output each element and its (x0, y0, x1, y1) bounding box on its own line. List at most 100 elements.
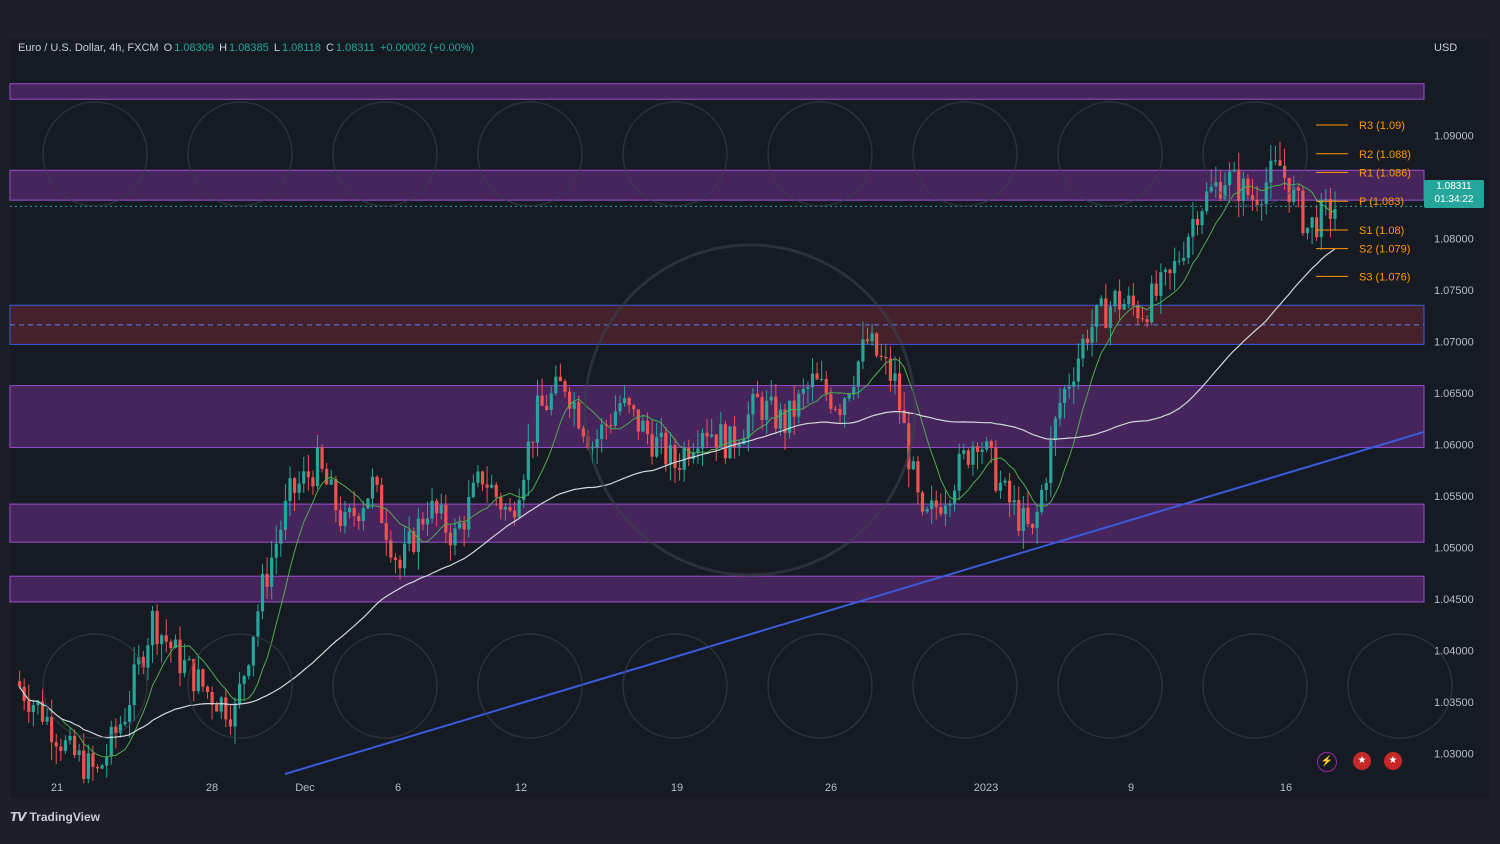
candle-body (522, 479, 526, 501)
candle-body (105, 756, 109, 766)
pivot-label-3: P (1.083) (1359, 196, 1404, 208)
candle-body (1030, 523, 1035, 528)
candle-body (1296, 187, 1300, 191)
candle-body (907, 423, 911, 470)
candle-body (407, 531, 411, 544)
candle-body (737, 444, 741, 448)
candle-body (178, 639, 182, 674)
candle-body (723, 424, 728, 459)
pivot-label-4: S1 (1.08) (1359, 225, 1404, 237)
candle-body (526, 441, 530, 480)
candle-body (939, 507, 943, 514)
us-flag-event-icon[interactable]: ★ (1353, 752, 1371, 770)
candle-body (567, 391, 572, 409)
candle-body (636, 409, 640, 432)
candle-body (320, 447, 324, 469)
candle-body (393, 557, 398, 560)
candle-body (72, 735, 77, 756)
candle-body (545, 405, 549, 410)
high-value: 1.08385 (229, 42, 269, 54)
y-tick-10: 1.04000 (1434, 645, 1474, 657)
candle-body (1127, 295, 1131, 304)
candle-body (347, 507, 352, 513)
candle-body (224, 697, 228, 720)
candle-body (829, 393, 833, 409)
candle-body (861, 339, 865, 362)
candle-body (971, 446, 975, 465)
candle-body (435, 500, 439, 514)
candle-body (512, 510, 517, 518)
candle-body (45, 716, 49, 722)
candle-body (215, 704, 219, 712)
candle-body (783, 409, 787, 433)
candle-body (467, 496, 471, 530)
candle-body (503, 507, 508, 510)
candle-body (288, 478, 292, 501)
candle-body (948, 503, 952, 506)
candle-body (91, 753, 95, 767)
watermark-seal (187, 633, 293, 739)
candle-body (251, 636, 255, 666)
candle-body (402, 543, 407, 569)
candle-body (1095, 305, 1099, 327)
watermark-seal (477, 101, 583, 207)
pivot-label-0: R3 (1.09) (1359, 120, 1405, 132)
x-tick-3: 6 (395, 782, 401, 794)
candle-body (797, 393, 801, 417)
us-flag-event-icon-2[interactable]: ★ (1384, 752, 1402, 770)
candle-body (833, 408, 838, 410)
candle-body (1159, 272, 1163, 296)
candle-body (998, 482, 1003, 491)
candle-body (934, 500, 938, 508)
candle-body (439, 504, 443, 514)
candle-body (1122, 303, 1126, 310)
candle-body (902, 410, 906, 424)
x-tick-2: Dec (295, 782, 315, 794)
zone-4 (9, 503, 1425, 543)
symbol-name[interactable]: Euro / U.S. Dollar, 4h, FXCM (18, 42, 159, 54)
tradingview-logo[interactable]: 𝙏𝙑 TradingView (10, 810, 100, 824)
close-value: 1.08311 (335, 42, 375, 54)
candle-body (540, 395, 544, 406)
candle-body (247, 665, 251, 677)
candle-body (338, 510, 343, 527)
lightning-event-icon[interactable]: ⚡ (1317, 752, 1337, 772)
candle-body (155, 610, 159, 645)
candle-body (1003, 480, 1007, 483)
candle-body (499, 497, 503, 510)
candle-body (1062, 388, 1067, 403)
candle-body (1273, 160, 1278, 162)
candle-body (930, 500, 934, 510)
y-tick-8: 1.05000 (1434, 542, 1474, 554)
candle-body (856, 361, 860, 387)
candle-body (659, 432, 663, 438)
candle-body (302, 471, 306, 484)
pivot-label-1: R2 (1.088) (1359, 149, 1411, 161)
candle-body (86, 753, 90, 779)
candle-body (1205, 191, 1209, 212)
candle-body (650, 434, 654, 457)
y-tick-4: 1.07000 (1434, 336, 1474, 348)
candle-body (1017, 500, 1021, 531)
candle-body (279, 529, 283, 544)
candle-body (219, 697, 223, 712)
candle-body (164, 635, 168, 642)
candle-body (1287, 177, 1291, 203)
candle-body (1150, 283, 1154, 323)
candle-body (897, 373, 902, 411)
x-tick-0: 21 (51, 782, 63, 794)
candle-body (1081, 338, 1085, 359)
candle-body (430, 500, 434, 519)
candle-body (192, 659, 196, 692)
candle-body (1227, 171, 1232, 186)
candle-body (1241, 178, 1245, 202)
candle-body (412, 531, 416, 552)
candle-body (641, 420, 645, 432)
candle-body (875, 333, 879, 356)
candle-body (1113, 290, 1117, 307)
candle-body (1214, 182, 1218, 187)
x-tick-6: 26 (825, 782, 837, 794)
candle-body (256, 611, 260, 637)
